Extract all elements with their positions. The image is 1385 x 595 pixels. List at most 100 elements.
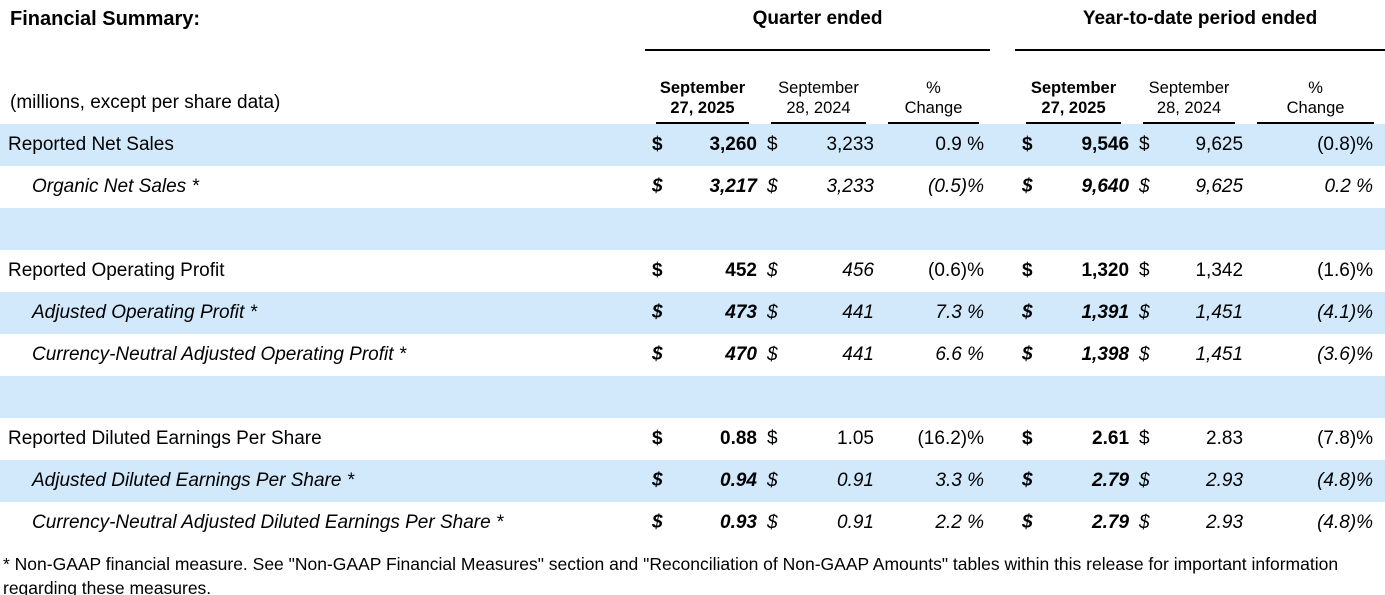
ytd-pct-change-cell: 0.2 % [1324, 176, 1374, 197]
ytd-prior-cell: $2.93 [1132, 460, 1246, 502]
row-label: Adjusted Operating Profit * [32, 302, 257, 323]
quarter-ended-header: Quarter ended [645, 0, 991, 51]
non-gaap-footnote: * Non-GAAP financial measure. See "Non-G… [3, 554, 1339, 595]
dollar-sign: $ [652, 428, 663, 449]
dollar-sign: $ [1022, 344, 1033, 365]
table-row-currency-neutral-adjusted-operating-profit: Currency-Neutral Adjusted Operating Prof… [0, 334, 1385, 376]
dollar-sign: $ [652, 470, 663, 491]
quarter-pct-change-cell: 3.3 % [935, 470, 985, 491]
value: 0.91 [837, 512, 874, 533]
value: 3,233 [826, 176, 874, 197]
value: 2.79 [1092, 512, 1130, 533]
value: 441 [842, 302, 874, 323]
row-label: Reported Diluted Earnings Per Share [8, 428, 322, 449]
value: 452 [725, 260, 757, 281]
value: 441 [842, 344, 874, 365]
dollar-sign: $ [1139, 470, 1150, 491]
date-line2: 27, 2025 [1041, 98, 1106, 117]
value: 9,625 [1195, 176, 1244, 197]
quarter-prior-cell: $441 [760, 334, 877, 376]
pct-line2: Change [904, 98, 963, 117]
value: 1.05 [837, 428, 874, 449]
value: 9,546 [1081, 134, 1130, 155]
value: 2.79 [1092, 470, 1130, 491]
quarter-pct-change-cell: 7.3 % [935, 302, 985, 323]
dollar-sign: $ [1139, 134, 1150, 155]
value: 1,451 [1195, 302, 1244, 323]
ytd-pct-change-cell: (1.6)% [1317, 260, 1374, 281]
dollar-sign: $ [1139, 176, 1150, 197]
ytd-prior-cell: $1,342 [1132, 250, 1246, 292]
value: 0.91 [837, 470, 874, 491]
ytd-prior-cell: $1,451 [1132, 334, 1246, 376]
date-line1: September [1030, 79, 1117, 98]
table-row-adjusted-diluted-eps: Adjusted Diluted Earnings Per Share * $0… [0, 460, 1385, 502]
pct-line1: % [926, 79, 941, 98]
quarter-current-cell: $470 [645, 334, 760, 376]
col-header-quarter-pct-change: % Change [877, 50, 990, 124]
date-line1: September [778, 79, 859, 98]
quarter-pct-change-cell: (16.2)% [917, 428, 985, 449]
dollar-sign: $ [1022, 260, 1033, 281]
dollar-sign: $ [1022, 302, 1033, 323]
value: 1,398 [1081, 344, 1130, 365]
quarter-prior-cell: $3,233 [760, 166, 877, 208]
group-gap [990, 292, 1015, 334]
ytd-current-cell: $2.79 [1015, 502, 1132, 544]
ytd-current-cell: $9,640 [1015, 166, 1132, 208]
col-header-ytd-pct-change: % Change [1246, 50, 1385, 124]
value: 1,320 [1081, 260, 1130, 281]
group-gap [990, 124, 1015, 166]
dollar-sign: $ [767, 512, 778, 533]
quarter-prior-cell: $1.05 [760, 418, 877, 460]
quarter-current-cell: $3,217 [645, 166, 760, 208]
dollar-sign: $ [767, 302, 778, 323]
dollar-sign: $ [1139, 260, 1150, 281]
ytd-prior-cell: $9,625 [1132, 166, 1246, 208]
date-line1: September [1148, 79, 1230, 98]
col-header-quarter-prior: September 28, 2024 [760, 50, 877, 124]
group-gap [990, 502, 1015, 544]
group-gap [990, 250, 1015, 292]
date-line2: 28, 2024 [786, 98, 851, 117]
value: 3,260 [709, 134, 757, 155]
group-gap [990, 418, 1015, 460]
quarter-pct-change-cell: (0.6)% [928, 260, 985, 281]
group-gap [990, 334, 1015, 376]
value: 2.93 [1206, 512, 1244, 533]
dollar-sign: $ [1022, 428, 1033, 449]
dollar-sign: $ [652, 260, 663, 281]
quarter-current-cell: $473 [645, 292, 760, 334]
quarter-pct-change-cell: 2.2 % [935, 512, 985, 533]
value: 470 [725, 344, 757, 365]
ytd-current-cell: $1,391 [1015, 292, 1132, 334]
row-label: Currency-Neutral Adjusted Operating Prof… [32, 344, 407, 365]
ytd-current-cell: $9,546 [1015, 124, 1132, 166]
value: 1,342 [1195, 260, 1244, 281]
table-row-reported-diluted-eps: Reported Diluted Earnings Per Share $0.8… [0, 418, 1385, 460]
quarter-current-cell: $0.94 [645, 460, 760, 502]
ytd-pct-change-cell: (4.8)% [1317, 512, 1374, 533]
row-label: Organic Net Sales * [32, 176, 199, 197]
ytd-current-cell: $2.61 [1015, 418, 1132, 460]
table-row-organic-net-sales: Organic Net Sales * $3,217 $3,233 (0.5)%… [0, 166, 1385, 208]
financial-summary-title: Financial Summary: [10, 8, 201, 30]
dollar-sign: $ [1022, 470, 1033, 491]
ytd-prior-cell: $9,625 [1132, 124, 1246, 166]
ytd-pct-change-cell: (0.8)% [1317, 134, 1374, 155]
value: 2.93 [1206, 470, 1244, 491]
table-row-reported-operating-profit: Reported Operating Profit $452 $456 (0.6… [0, 250, 1385, 292]
date-line2: 27, 2025 [670, 98, 735, 117]
value: 9,640 [1081, 176, 1130, 197]
table-row-spacer [0, 208, 1385, 250]
empty-cell [0, 208, 1385, 250]
dollar-sign: $ [1139, 512, 1150, 533]
value: 1,391 [1081, 302, 1130, 323]
value: 3,233 [826, 134, 874, 155]
row-label: Currency-Neutral Adjusted Diluted Earnin… [32, 512, 504, 533]
dollar-sign: $ [1139, 428, 1150, 449]
ytd-current-cell: $2.79 [1015, 460, 1132, 502]
quarter-pct-change-cell: 6.6 % [935, 344, 985, 365]
pct-line2: Change [1286, 98, 1345, 117]
group-gap [990, 166, 1015, 208]
